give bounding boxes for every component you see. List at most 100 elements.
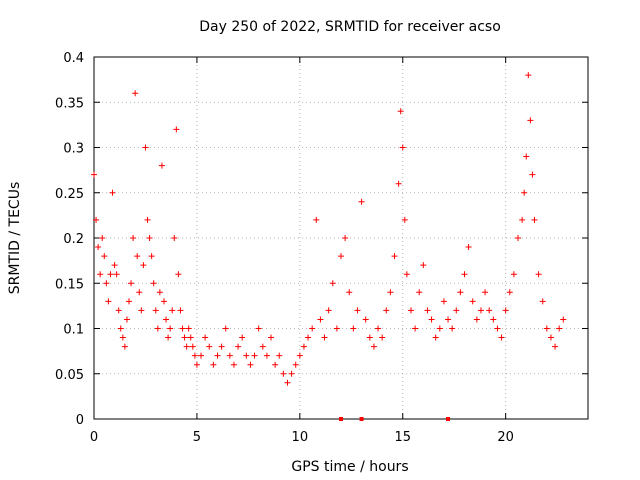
- y-tick-label: 0.2: [63, 232, 84, 247]
- data-point: [177, 307, 184, 314]
- data-point: [230, 361, 237, 368]
- data-point: [138, 307, 145, 314]
- data-point: [272, 361, 279, 368]
- y-tick-label: 0: [76, 413, 84, 428]
- data-point: [292, 361, 299, 368]
- plot-frame: [93, 56, 589, 420]
- data-point: [140, 262, 147, 269]
- data-point: [91, 171, 97, 178]
- chart-title: Day 250 of 2022, SRMTID for receiver acs…: [199, 19, 501, 35]
- y-tick-label: 0.4: [63, 51, 84, 66]
- y-tick-label: 0.35: [55, 96, 84, 111]
- data-point: [329, 280, 336, 287]
- data-point: [397, 108, 404, 115]
- x-axis-label: GPS time / hours: [291, 459, 408, 475]
- data-point: [121, 343, 128, 350]
- data-point: [358, 198, 365, 205]
- data-point: [175, 271, 182, 278]
- data-point: [383, 307, 390, 314]
- data-point: [235, 343, 242, 350]
- data-point: [280, 370, 287, 377]
- data-point: [154, 325, 161, 332]
- data-point: [420, 262, 427, 269]
- data-point: [185, 325, 192, 332]
- data-point: [346, 289, 353, 296]
- data-point: [469, 298, 476, 305]
- data-point: [156, 289, 163, 296]
- data-point: [317, 316, 324, 323]
- data-point: [523, 153, 530, 160]
- data-point: [239, 334, 246, 341]
- data-point: [412, 325, 419, 332]
- y-tick-label: 0.05: [55, 368, 84, 383]
- data-point: [440, 298, 447, 305]
- data-point: [401, 216, 408, 223]
- data-point: [218, 343, 225, 350]
- data-point: [490, 316, 497, 323]
- axis-ticks: 0 0.05 0.1 0.15 0.2 0.25 0.3 0.35 0.4 0 5 10 15 20: [55, 51, 588, 445]
- data-point: [362, 316, 369, 323]
- data-point: [296, 352, 303, 359]
- axis-marker: [359, 417, 364, 421]
- data-point: [125, 298, 132, 305]
- data-point: [457, 289, 464, 296]
- data-point: [539, 298, 546, 305]
- data-point: [560, 316, 567, 323]
- data-point: [150, 280, 157, 287]
- data-point: [370, 343, 377, 350]
- data-point: [407, 307, 414, 314]
- data-point: [473, 316, 480, 323]
- data-point: [163, 316, 170, 323]
- data-point: [531, 216, 538, 223]
- data-point: [395, 180, 402, 187]
- data-point: [506, 289, 513, 296]
- y-tick-label: 0.1: [63, 323, 84, 338]
- data-point: [309, 325, 316, 332]
- data-point: [171, 235, 178, 241]
- x-tick-label: 0: [90, 430, 98, 445]
- data-point: [105, 298, 112, 305]
- data-point: [191, 352, 198, 359]
- grid-lines: [94, 57, 588, 419]
- y-tick-label: 0.3: [63, 142, 84, 157]
- x-tick-label: 10: [292, 430, 309, 445]
- data-point: [134, 253, 141, 260]
- data-point: [193, 361, 200, 368]
- data-point: [321, 334, 328, 341]
- data-point: [132, 90, 139, 97]
- data-point: [305, 334, 312, 341]
- data-point: [99, 235, 106, 241]
- x-tick-label: 15: [394, 430, 411, 445]
- data-point: [494, 325, 501, 332]
- data-point: [142, 144, 149, 151]
- data-point: [181, 334, 188, 341]
- axis-marker: [339, 417, 343, 421]
- data-point: [543, 325, 550, 332]
- y-tick-label: 0.25: [55, 187, 84, 202]
- data-point: [465, 244, 472, 251]
- data-point: [519, 216, 526, 223]
- data-point: [123, 316, 130, 323]
- data-point: [391, 253, 398, 260]
- data-point: [167, 325, 174, 332]
- data-point: [179, 325, 186, 332]
- data-point: [432, 334, 439, 341]
- data-point: [158, 162, 165, 169]
- data-point: [424, 307, 431, 314]
- data-point: [486, 307, 493, 314]
- data-point: [387, 289, 394, 296]
- data-point: [95, 244, 102, 251]
- data-point: [399, 144, 406, 151]
- data-point: [313, 216, 320, 223]
- data-point: [146, 235, 153, 241]
- data-point: [97, 271, 104, 278]
- data-point: [247, 361, 254, 368]
- data-point: [350, 325, 357, 332]
- data-point: [198, 352, 205, 359]
- data-points: [91, 72, 567, 421]
- data-point: [107, 271, 114, 278]
- data-point: [152, 307, 159, 314]
- data-point: [276, 352, 283, 359]
- data-point: [243, 352, 250, 359]
- data-point: [115, 307, 122, 314]
